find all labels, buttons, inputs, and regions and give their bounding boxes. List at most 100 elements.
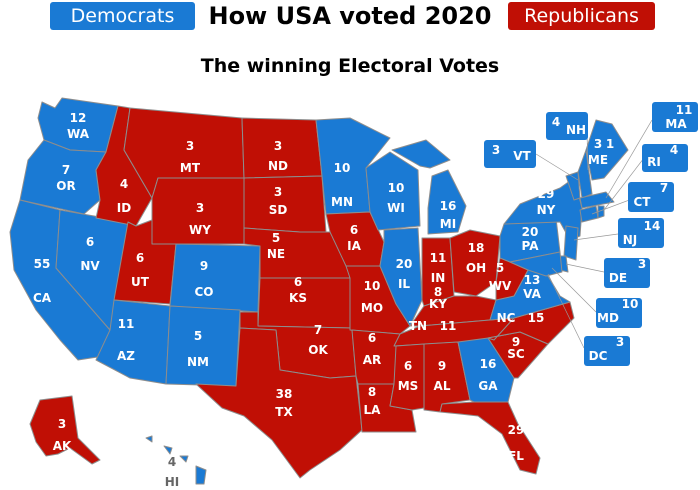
state-ms[interactable]	[389, 343, 425, 411]
state-label-wy: WY	[189, 223, 211, 237]
state-votes-nc: 15	[528, 311, 545, 325]
state-votes-tn: 11	[440, 319, 457, 333]
callout-votes-ct: 7	[660, 181, 668, 195]
state-label-mn: MN	[331, 195, 353, 209]
state-votes-sc: 9	[512, 335, 520, 349]
state-votes-wy: 3	[196, 201, 204, 215]
state-votes-ky: 8	[434, 285, 442, 299]
state-label-oh: OH	[466, 261, 486, 275]
callout-ct	[628, 182, 674, 212]
callout-dc	[584, 336, 630, 366]
state-wy[interactable]	[151, 177, 245, 245]
state-label-id: ID	[117, 201, 131, 215]
state-wi[interactable]	[365, 151, 421, 231]
state-me[interactable]	[585, 119, 629, 181]
legend-republicans: Republicans	[508, 2, 655, 30]
state-votes-mt: 3	[186, 139, 194, 153]
state-co[interactable]	[169, 243, 261, 313]
state-votes-fl: 29	[508, 423, 525, 437]
state-ct[interactable]	[579, 205, 599, 223]
state-label-wv: WV	[489, 279, 512, 293]
callout-label-md: MD	[597, 311, 619, 325]
state-label-co: CO	[194, 285, 213, 299]
state-votes-id: 4	[120, 177, 128, 191]
state-votes-mo: 10	[364, 279, 381, 293]
callout-label-ct: CT	[634, 195, 652, 209]
state-label-il: IL	[398, 277, 410, 291]
state-label-ks: KS	[289, 291, 307, 305]
callout-votes-dc: 3	[616, 335, 624, 349]
state-votes-al: 9	[438, 359, 446, 373]
state-fl[interactable]	[439, 401, 541, 475]
state-votes-wi: 10	[388, 181, 405, 195]
callout-vt	[484, 140, 536, 168]
callout-label-nh: NH	[566, 123, 586, 137]
callout-label-dc: DC	[589, 349, 608, 363]
callout-votes-ma: 11	[676, 103, 693, 117]
map-subtitle: The winning Electoral Votes	[200, 55, 500, 77]
state-votes-wa: 12	[70, 111, 87, 125]
state-label-ar: AR	[363, 353, 382, 367]
state-label-nc: NC	[497, 311, 516, 325]
state-il[interactable]	[379, 227, 423, 327]
state-label-az: AZ	[117, 349, 135, 363]
state-tx[interactable]	[195, 327, 363, 479]
state-votes-pa: 20	[522, 225, 539, 239]
state-ak[interactable]	[29, 395, 101, 465]
state-label-ok: OK	[308, 343, 328, 357]
state-votes-me: 3	[594, 137, 602, 151]
state-votes-va: 13	[524, 273, 541, 287]
state-votes-ne: 5	[272, 231, 280, 245]
callout-label-vt: VT	[513, 149, 531, 163]
state-votes-la: 8	[368, 385, 376, 399]
state-ri[interactable]	[597, 205, 605, 219]
state-label-pa: PA	[522, 239, 540, 253]
state-label-sc: SC	[507, 347, 525, 361]
callout-votes-vt: 3	[492, 143, 500, 157]
state-label-tn: TN	[409, 319, 427, 333]
state-nh[interactable]	[577, 149, 593, 199]
state-votes-ks: 6	[294, 275, 302, 289]
callout-label-ri: RI	[647, 155, 661, 169]
callout-de	[604, 258, 650, 288]
state-md[interactable]	[509, 251, 563, 277]
state-votes-oh: 18	[468, 241, 485, 255]
state-votes-ut: 6	[136, 251, 144, 265]
state-label-mt: MT	[180, 161, 201, 175]
state-label-ut: UT	[131, 275, 150, 289]
state-label-me: ME	[588, 153, 608, 167]
state-label-ny: NY	[537, 203, 556, 217]
state-votes-or: 7	[62, 163, 70, 177]
state-votes-hi: 4	[168, 455, 176, 469]
state-nm[interactable]	[165, 305, 241, 387]
state-label-in: IN	[431, 271, 446, 285]
state-votes-ms: 6	[404, 359, 412, 373]
state-label-hi: HI	[165, 475, 180, 489]
state-votes-il: 20	[396, 257, 413, 271]
state-nj[interactable]	[563, 225, 579, 261]
state-votes-ok: 7	[314, 323, 322, 337]
state-mi[interactable]	[391, 139, 467, 235]
state-label-tx: TX	[275, 405, 293, 419]
state-votes-co: 9	[200, 259, 208, 273]
state-label-nv: NV	[80, 259, 100, 273]
state-label-ne: NE	[267, 247, 285, 261]
state-hi[interactable]	[145, 435, 207, 485]
state-label-or: OR	[56, 179, 75, 193]
state-votes-wv: 5	[496, 261, 504, 275]
state-votes-tx: 38	[276, 387, 293, 401]
state-label-sd: SD	[269, 203, 288, 217]
state-label-ca: CA	[33, 291, 52, 305]
callout-votes-md: 10	[622, 297, 639, 311]
legend-democrats: Democrats	[50, 2, 195, 30]
state-label-va: VA	[523, 287, 541, 301]
state-votes-ca: 55	[34, 257, 51, 271]
state-votes-in: 11	[430, 251, 447, 265]
state-label-mo: MO	[361, 301, 383, 315]
state-votes-ia: 6	[350, 223, 358, 237]
callout-nj	[618, 218, 664, 248]
state-ma[interactable]	[579, 191, 615, 209]
state-label-ky: KY	[429, 297, 447, 311]
state-votes-sd: 3	[274, 185, 282, 199]
